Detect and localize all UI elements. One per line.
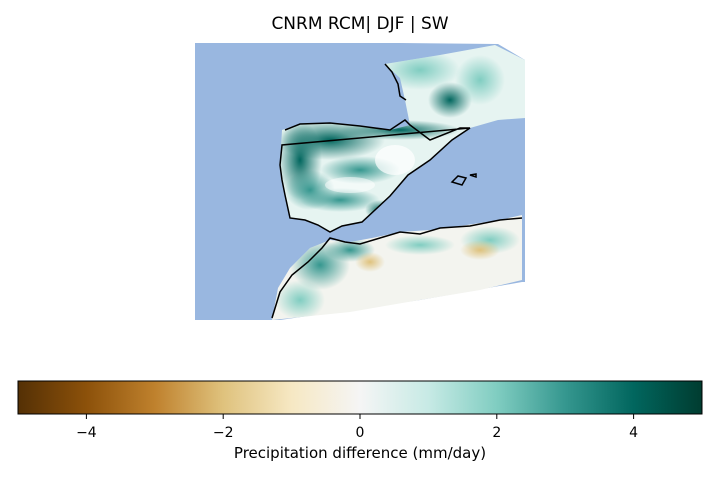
coastlines <box>271 63 523 319</box>
colorbar-tick-label: −2 <box>213 425 234 441</box>
menorca-coastline <box>469 173 477 179</box>
colorbar-tick-label: 4 <box>629 425 638 441</box>
domain-edge-mask <box>400 43 525 60</box>
precipitation-map <box>195 43 525 320</box>
colorbar-ticks: −4 −2 0 2 4 <box>76 414 638 441</box>
colorbar-gradient <box>17 380 703 415</box>
africa-coastline <box>271 217 523 319</box>
iberia-coastline <box>279 119 471 233</box>
domain-edge-mask-bottom <box>280 282 525 320</box>
colorbar-tick-label: −4 <box>76 425 97 441</box>
colorbar-tick-label: 0 <box>356 425 365 441</box>
colorbar-label: Precipitation difference (mm/day) <box>233 444 487 462</box>
mallorca-coastline <box>450 175 468 186</box>
france-coastline <box>384 63 407 101</box>
colorbar-tick-label: 2 <box>492 425 501 441</box>
plot-title: CNRM RCM| DJF | SW <box>271 14 449 34</box>
